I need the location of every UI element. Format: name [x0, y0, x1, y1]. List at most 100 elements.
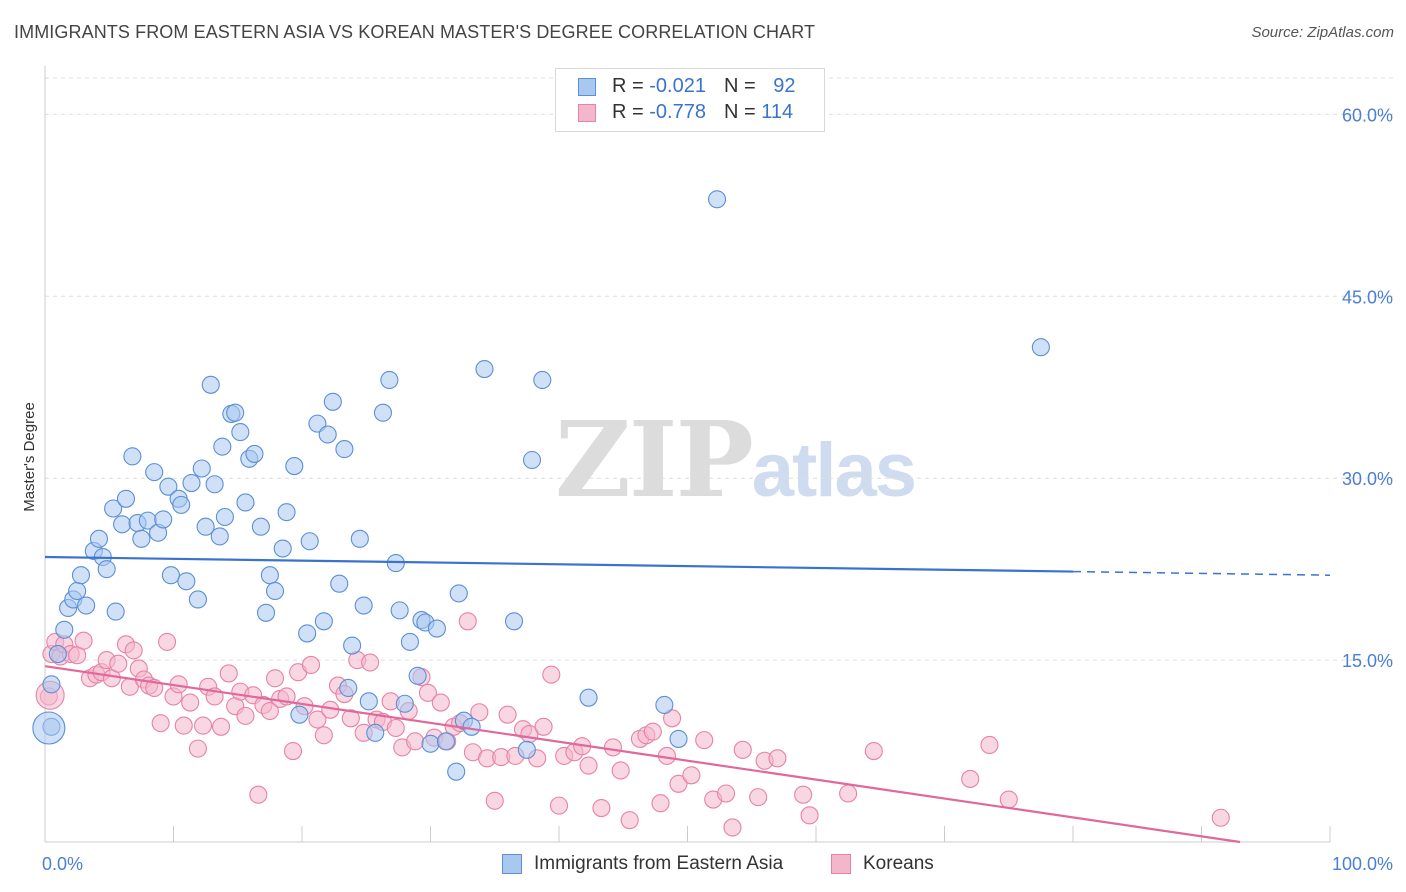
- point-eastern-asia: [318, 425, 337, 444]
- legend-n-label: N =: [723, 101, 762, 123]
- point-korean: [669, 774, 688, 793]
- point-korean: [74, 631, 93, 650]
- point-eastern-asia: [71, 566, 91, 585]
- point-eastern-asia: [300, 532, 319, 551]
- point-eastern-asia: [245, 444, 264, 463]
- point-korean: [643, 722, 662, 741]
- trend-lines: [44, 555, 1331, 844]
- point-eastern-asia: [192, 459, 211, 478]
- point-eastern-asia: [201, 375, 220, 394]
- point-eastern-asia: [380, 370, 399, 390]
- point-eastern-asia: [436, 732, 455, 751]
- point-korean: [283, 741, 303, 761]
- point-eastern-asia: [533, 370, 552, 390]
- legend-n-label: N =: [723, 75, 762, 97]
- point-eastern-asia: [123, 447, 142, 466]
- point-eastern-asia: [579, 688, 598, 707]
- point-eastern-asia: [517, 740, 536, 759]
- point-eastern-asia: [395, 694, 414, 713]
- point-eastern-asia: [400, 632, 419, 651]
- point-eastern-asia: [145, 463, 164, 482]
- point-eastern-asia: [354, 596, 373, 615]
- point-eastern-asia: [708, 190, 727, 209]
- point-eastern-asia: [104, 499, 123, 518]
- point-eastern-asia: [89, 529, 109, 548]
- point-korean: [651, 794, 670, 813]
- point-eastern-asia: [48, 644, 67, 664]
- point-korean: [723, 818, 742, 837]
- point-korean: [219, 664, 238, 683]
- point-eastern-asia: [161, 566, 180, 585]
- point-eastern-asia: [669, 729, 688, 748]
- point-eastern-asia: [359, 692, 378, 711]
- point-eastern-asia: [55, 620, 74, 639]
- point-korean: [211, 717, 231, 736]
- point-eastern-asia: [522, 450, 542, 470]
- point-korean: [406, 732, 425, 751]
- legend-swatch-blue: [578, 78, 596, 96]
- point-eastern-asia: [154, 510, 173, 529]
- legend-r-label: R =: [612, 101, 650, 123]
- point-eastern-asia: [408, 666, 427, 685]
- legend-r-value: -0.778: [649, 101, 706, 123]
- chart-title: IMMIGRANTS FROM EASTERN ASIA VS KOREAN M…: [14, 22, 816, 42]
- point-korean: [542, 665, 561, 684]
- point-korean: [418, 683, 437, 702]
- point-korean: [181, 693, 200, 712]
- point-korean: [839, 784, 858, 803]
- point-eastern-asia: [159, 477, 178, 496]
- series-koreans-points: [35, 612, 1230, 837]
- point-korean: [308, 710, 327, 729]
- point-eastern-asia: [188, 590, 207, 609]
- point-eastern-asia: [343, 636, 362, 655]
- x-tick-label: 0.0%: [42, 854, 83, 874]
- point-korean: [620, 811, 639, 830]
- point-eastern-asia: [655, 695, 674, 715]
- correlation-legend: R = -0.021 N = 92 R = -0.778 N = 114: [555, 68, 825, 132]
- trend-line-eastern-asia: [44, 555, 1074, 573]
- point-korean: [301, 655, 321, 674]
- y-tick-label: 30.0%: [1342, 469, 1393, 489]
- point-eastern-asia: [68, 581, 87, 601]
- point-korean: [733, 740, 752, 759]
- point-eastern-asia: [97, 560, 116, 579]
- trend-line-koreans: [44, 665, 1241, 844]
- point-eastern-asia: [335, 440, 354, 459]
- point-eastern-asia: [390, 601, 409, 620]
- point-eastern-asia: [427, 619, 446, 638]
- point-korean: [341, 709, 360, 728]
- point-eastern-asia: [213, 437, 232, 456]
- legend-label: Immigrants from Eastern Asia: [534, 853, 784, 874]
- y-tick-label: 60.0%: [1342, 105, 1393, 125]
- point-eastern-asia: [256, 603, 276, 622]
- point-korean: [260, 701, 279, 721]
- x-tick-label: 100.0%: [1332, 854, 1393, 874]
- point-korean: [109, 654, 128, 673]
- point-korean: [431, 693, 450, 712]
- point-korean: [194, 716, 213, 735]
- point-korean: [980, 735, 999, 755]
- point-korean: [386, 718, 405, 738]
- point-korean: [800, 806, 819, 825]
- point-korean: [749, 788, 768, 807]
- legend-label: Koreans: [863, 853, 934, 874]
- point-korean: [663, 709, 682, 728]
- point-korean: [236, 706, 255, 725]
- point-korean: [1211, 808, 1230, 827]
- point-korean: [534, 717, 553, 736]
- point-eastern-asia: [215, 507, 234, 527]
- point-eastern-asia: [285, 457, 304, 476]
- point-eastern-asia: [132, 529, 151, 548]
- point-eastern-asia: [449, 584, 468, 603]
- point-eastern-asia: [113, 515, 132, 534]
- point-korean: [768, 749, 787, 768]
- point-eastern-asia: [260, 566, 279, 585]
- point-eastern-asia: [323, 392, 342, 411]
- point-eastern-asia: [231, 423, 250, 442]
- point-korean: [579, 756, 598, 775]
- point-korean: [695, 731, 714, 750]
- point-eastern-asia: [196, 517, 215, 536]
- point-korean: [485, 791, 504, 810]
- point-korean: [961, 769, 980, 788]
